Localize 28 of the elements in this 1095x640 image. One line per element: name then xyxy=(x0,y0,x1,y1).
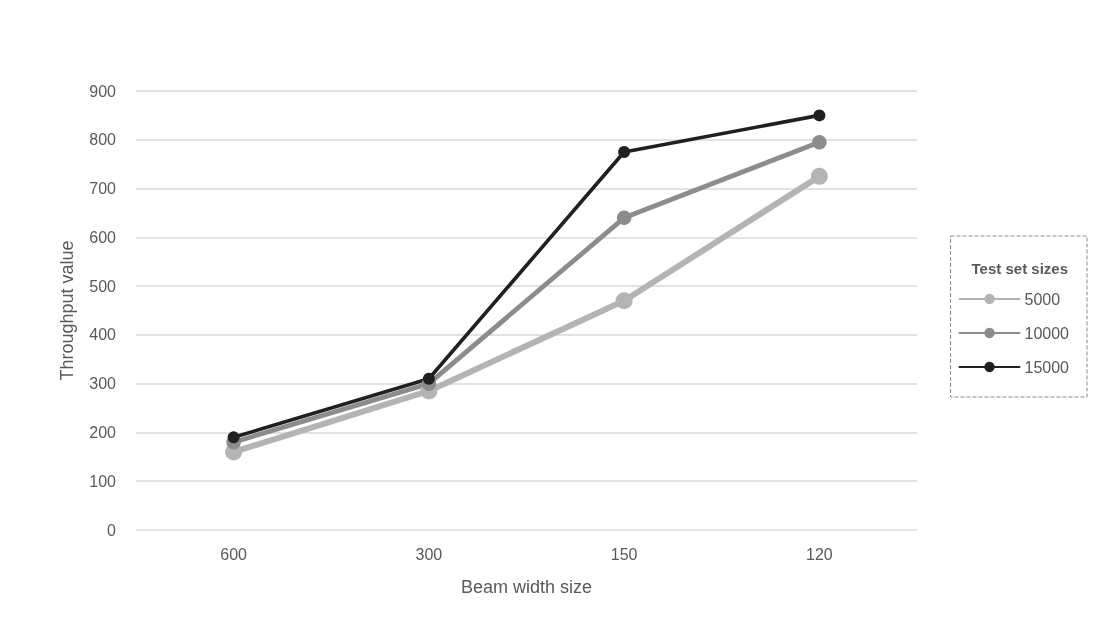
legend-label: 5000 xyxy=(1024,290,1061,308)
x-tick-label: 150 xyxy=(610,545,638,563)
legend-label: 15000 xyxy=(1024,358,1070,376)
x-tick-label: 600 xyxy=(220,545,248,563)
point xyxy=(615,292,633,310)
point xyxy=(616,210,632,226)
y-tick-label: 100 xyxy=(89,472,117,490)
y-tick-label: 300 xyxy=(89,375,117,393)
point xyxy=(812,134,827,150)
y-tick-label: 0 xyxy=(107,521,117,539)
point xyxy=(618,145,631,158)
y-tick-label: 900 xyxy=(89,82,117,100)
legend-label: 10000 xyxy=(1024,324,1070,342)
y-tick-label: 600 xyxy=(89,228,117,246)
y-tick-label: 500 xyxy=(89,277,117,295)
y-tick-label: 400 xyxy=(89,326,117,344)
point xyxy=(813,109,826,122)
y-axis-title: Throughput value xyxy=(57,240,77,381)
point xyxy=(810,167,828,185)
x-tick-label: 300 xyxy=(415,545,443,563)
y-tick-label: 200 xyxy=(89,423,117,441)
x-axis-title: Beam width size xyxy=(460,577,593,597)
point xyxy=(227,431,240,444)
y-tick-label: 800 xyxy=(89,131,117,149)
point xyxy=(422,372,435,385)
x-tick-label: 120 xyxy=(806,545,833,563)
y-tick-label: 700 xyxy=(89,180,117,198)
legend-title: Test set sizes xyxy=(971,260,1069,277)
